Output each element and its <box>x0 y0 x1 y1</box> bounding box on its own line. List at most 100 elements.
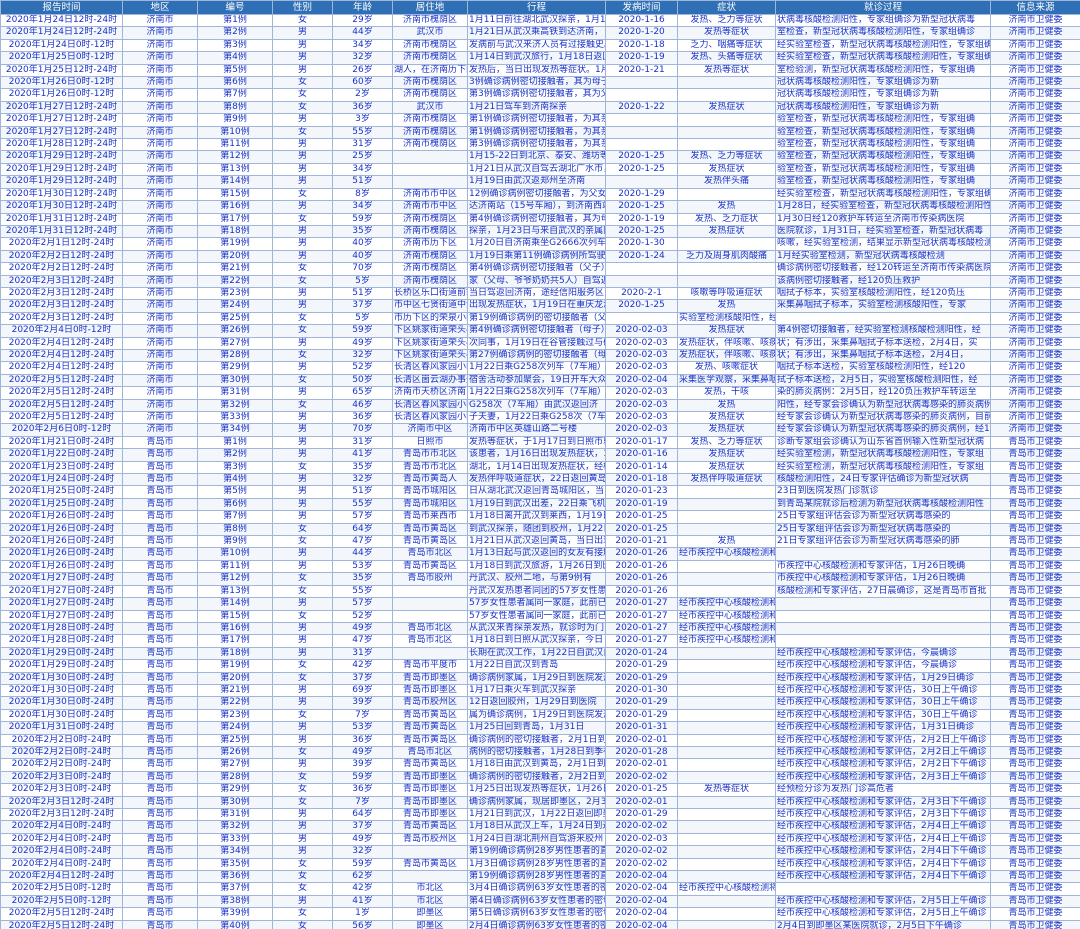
col-itinerary-cell: 3月4日确诊病例63岁女性患者的密切接触者 <box>467 882 606 896</box>
col-residence-cell: 下区姚家街道荣头小 <box>392 336 468 350</box>
col-symptoms-cell: 经市疾控中心核酸检测和专家评估，27日晨确诊 <box>677 597 776 611</box>
table-row: 2020年2月4日12时-24时 济南市 第29例男 52岁 长清区春风家园小区 1月22… <box>0 361 1080 375</box>
col-region-cell: 青岛市 <box>122 584 198 599</box>
col-onset-date-cell: 2020-01-27 <box>605 597 678 611</box>
col-gender-cell: 男 <box>272 473 333 487</box>
col-source-cell: 青岛市卫健委 <box>990 448 1080 462</box>
col-symptoms-cell: 发热、咳嗽症状 <box>677 361 776 375</box>
col-treatment-cell: 经实验室检测，新型冠状病毒核酸检测阳性，专家组 <box>775 460 991 475</box>
col-itinerary-header: 行程 <box>467 0 606 15</box>
col-region-cell: 青岛市 <box>122 745 198 760</box>
col-source-cell: 济南市卫健委 <box>990 88 1080 102</box>
col-gender-cell: 女 <box>272 671 333 685</box>
col-region-cell: 青岛市 <box>122 870 198 884</box>
col-region-cell: 济南市 <box>122 38 198 53</box>
col-onset-date-cell: 2020-01-25 <box>605 783 678 797</box>
col-report-time-cell: 2020年2月5日12时-24时 <box>0 398 123 413</box>
col-number-cell: 第14例 <box>197 175 273 189</box>
col-source-cell: 青岛市卫健委 <box>990 535 1080 549</box>
col-age-cell: 55岁 <box>332 584 393 599</box>
col-residence-cell <box>392 584 468 599</box>
col-region-cell: 济南市 <box>122 274 198 288</box>
col-age-cell: 64岁 <box>332 522 393 537</box>
col-gender-cell: 女 <box>272 919 333 929</box>
col-treatment-cell: 2月4日到即墨区某医院就诊，2月5日下午确诊 <box>775 919 991 929</box>
col-gender-cell: 男 <box>272 547 333 561</box>
col-itinerary-cell: 长期在武汉工作，1月22日自武汉自驾到青 <box>467 646 606 661</box>
col-number-cell: 第23例 <box>197 286 273 301</box>
col-number-cell: 第35例 <box>197 857 273 872</box>
col-number-cell: 第28例 <box>197 770 273 785</box>
col-report-time-cell: 2020年1月24日12时-24时 <box>0 13 123 28</box>
col-onset-date-cell <box>605 138 678 152</box>
col-age-cell: 35岁 <box>332 460 393 475</box>
col-itinerary-cell: 第27例确诊病例的密切接触者（母女） <box>467 348 606 363</box>
col-number-cell: 第30例 <box>197 795 273 810</box>
col-itinerary-cell: 1月13日起与武汉返回的女友有接触 <box>467 547 606 561</box>
col-onset-date-cell: 2020-01-19 <box>605 497 678 512</box>
col-symptoms-cell: 发热 <box>677 535 776 549</box>
col-region-cell: 青岛市 <box>122 646 198 661</box>
col-report-time-cell: 2020年1月29日12时-24时 <box>0 175 123 189</box>
col-treatment-cell: 经市疾控中心核酸检测和专家评估，2月4日上午确诊 <box>775 820 991 834</box>
col-source-cell: 济南市卫健委 <box>990 262 1080 276</box>
col-treatment-cell: 经实验室检测，新型冠状病毒核酸检测阳性，专家组 <box>775 448 991 462</box>
col-treatment-cell: 经市疾控中心核酸检测和专家评估，1月31日确诊 <box>775 721 991 735</box>
table-row: 2020年1月30日0时-24时 青岛市 第23例女 7岁 青岛市黄岛区 属为确诊病例，1… <box>0 708 1080 723</box>
col-symptoms-cell <box>677 274 776 288</box>
col-gender-cell: 女 <box>272 584 333 599</box>
col-treatment-cell: 1月28日，经实验室检查，新型冠状病毒核酸检测阳性，专 <box>775 200 991 214</box>
table-row: 2020年1月25日12时-24时济南市第5例男26岁湖人，在济南历下区工发热后… <box>0 63 1080 78</box>
col-number-cell: 第25例 <box>197 311 273 326</box>
col-report-time-cell: 2020年1月25日12时-24时 <box>0 63 123 78</box>
header-row: 报告时间 地区 编号 性别 年龄 居住地 行程 发病时间 症状 就诊过程 信息来源 <box>0 0 1080 15</box>
table-row: 2020年1月25日0时-24时 青岛市 第6例男 55岁 青岛市城阳区 1月19日到武汉… <box>0 497 1080 512</box>
col-symptoms-cell: 发热、头痛等症状 <box>677 51 776 65</box>
col-symptoms-cell: 乏力、咽痛等症状 <box>677 38 776 53</box>
col-source-cell: 青岛市卫健委 <box>990 857 1080 872</box>
col-number-cell: 第11例 <box>197 138 273 152</box>
col-region-cell: 青岛市 <box>122 882 198 896</box>
col-gender-cell: 女 <box>272 882 333 896</box>
col-age-cell: 49岁 <box>332 621 393 636</box>
col-report-time-cell: 2020年2月5日12时-24时 <box>0 373 123 388</box>
col-report-time-cell: 2020年2月4日0时-12时 <box>0 324 123 338</box>
col-residence-cell: 青岛市黄岛区 <box>392 708 468 723</box>
col-source-cell: 济南市卫健委 <box>990 361 1080 375</box>
col-age-cell: 59岁 <box>332 770 393 785</box>
col-region-cell: 青岛市 <box>122 845 198 859</box>
table-row: 2020年1月28日12时-24时 济南市 第11例男 31岁 济南市槐荫区 第3例确诊病… <box>0 138 1080 152</box>
col-region-cell: 青岛市 <box>122 696 198 710</box>
col-number-cell: 第4例 <box>197 473 273 487</box>
col-source-cell: 济南市卫健委 <box>990 274 1080 288</box>
col-report-time-cell: 2020年1月27日0时-24时 <box>0 584 123 599</box>
col-source-cell: 济南市卫健委 <box>990 336 1080 350</box>
col-gender-cell: 男 <box>272 832 333 847</box>
col-gender-cell: 女 <box>272 870 333 884</box>
col-residence-cell: 武汉市 <box>392 100 468 115</box>
col-symptoms-cell: 发热症状，伴咳嗽、咳痰 <box>677 348 776 363</box>
col-residence-cell: 青岛市胶州区 <box>392 832 468 847</box>
col-age-cell: 36岁 <box>332 783 393 797</box>
col-source-cell: 济南市卫健委 <box>990 150 1080 164</box>
col-treatment-cell: 第4例密切接触者，经实验室检测核酸检测阳性，经 <box>775 324 991 338</box>
col-age-cell: 57岁 <box>332 510 393 524</box>
col-region-cell: 济南市 <box>122 76 198 90</box>
col-residence-cell: 青岛市即墨区 <box>392 671 468 685</box>
col-residence-cell: 湖人，在济南历下区工 <box>392 63 468 78</box>
col-region-cell: 青岛市 <box>122 621 198 636</box>
col-gender-cell: 男 <box>272 894 333 909</box>
col-region-cell: 青岛市 <box>122 435 198 450</box>
col-treatment-cell: 经市疾控中心核酸检测和专家评估，2月2日下午确诊 <box>775 758 991 772</box>
col-symptoms-cell: 发热症状 <box>677 423 776 437</box>
col-region-cell: 济南市 <box>122 125 198 140</box>
col-number-cell: 第38例 <box>197 894 273 909</box>
col-residence-cell <box>392 150 468 164</box>
col-region-cell: 济南市 <box>122 200 198 214</box>
col-gender-cell: 女 <box>272 907 333 921</box>
col-symptoms-cell: 发热症状 <box>677 460 776 475</box>
col-itinerary-cell: 1月25日回到青岛，1月31日 <box>467 721 606 735</box>
table-row: 2020年1月26日0时-12时 济南市 第7例女 2岁 济南市槐荫区 第3例确诊病例密切… <box>0 88 1080 102</box>
col-report-time-cell: 2020年1月29日0时-24时 <box>0 646 123 661</box>
table-row: 2020年1月27日12时-24时 济南市 第8例女 36岁 武汉市 1月21日驾车到济南… <box>0 100 1080 115</box>
